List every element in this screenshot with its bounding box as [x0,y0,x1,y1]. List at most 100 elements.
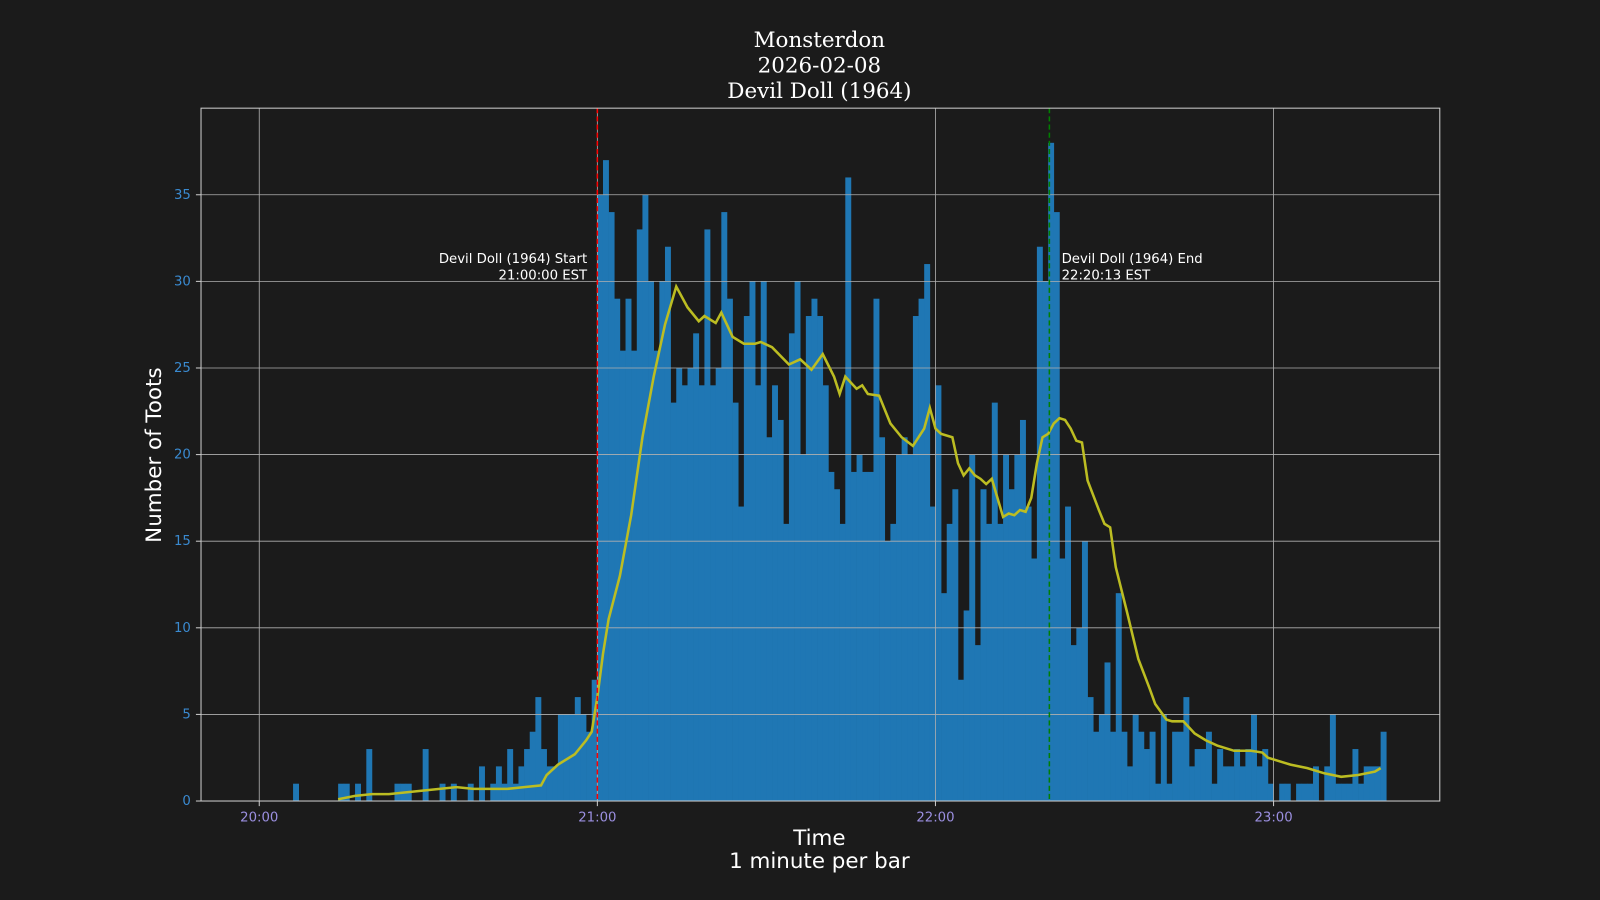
x-tick-label: 20:00 [240,810,278,825]
bar [873,298,880,802]
bar [557,714,564,802]
bar [884,541,891,802]
bar [1324,766,1331,802]
bar [805,316,812,802]
bar [743,316,750,802]
bar [862,471,869,802]
bar [1222,766,1229,802]
bar [929,506,936,802]
bar [1380,731,1387,802]
y-tick-label: 15 [174,534,191,549]
bar [1301,783,1308,802]
bar [1160,714,1167,802]
bar [614,298,621,802]
bar [783,523,790,802]
bar [1279,783,1286,802]
bar [715,367,722,802]
bar [580,714,587,802]
bar [828,471,835,802]
bar [721,212,728,802]
bar [366,749,373,802]
bar [1307,783,1314,802]
bar [541,749,547,802]
bar [777,419,784,802]
event-label: Devil Doll (1964) Start [439,252,587,267]
bar [1205,731,1212,802]
bar [941,593,948,802]
bar [946,523,953,802]
bar [867,471,874,802]
bar [681,385,688,802]
axes-frame [200,107,1441,802]
event-label: 22:20:13 EST [1062,269,1152,284]
bar [563,714,570,802]
bar [602,160,609,802]
bar [788,333,795,802]
bar [676,367,683,802]
bar [912,316,919,802]
bar [1166,783,1173,802]
bar [918,298,925,802]
moving-average-line [337,283,1382,801]
bar [495,766,502,802]
bar [693,333,700,802]
bar [1132,714,1139,802]
y-tick-label: 25 [174,361,191,376]
bar [738,506,745,802]
bar [1177,731,1184,802]
bar [1070,645,1077,802]
bar [766,437,773,802]
bar [963,610,970,802]
bar [687,367,694,802]
bar [422,749,429,802]
bar [1081,541,1088,802]
bar [1194,749,1201,802]
bar [1053,212,1060,802]
y-tick-label: 5 [182,707,190,722]
bar [1256,766,1263,802]
plot-area: 20:00 21:00 22:00 23:00 0 5 10 15 20 25 30 35 Devil … [174,107,1441,825]
bar [1245,749,1252,802]
bar [625,298,632,802]
bar [1239,766,1246,802]
bar [1358,783,1365,802]
y-tick-label: 10 [174,621,191,636]
bar [450,783,457,802]
bar [338,783,345,802]
bar [664,246,671,802]
bar [1087,697,1094,802]
bar [811,298,818,802]
bar [1189,766,1195,802]
bar [1036,246,1043,802]
bar [1296,783,1303,802]
bar [1025,506,1032,802]
bar [710,385,716,802]
bar [839,523,846,802]
bar [1234,749,1241,802]
chart-title: 2026-02-08 [758,53,881,78]
bar [591,679,598,802]
bar [1127,766,1133,802]
bar [755,385,762,802]
bar [1008,489,1015,802]
bar [1262,749,1269,802]
bar [845,177,852,802]
bar [1267,783,1274,802]
chart-title: Monsterdon [754,28,886,53]
bar [642,194,649,802]
bar [986,523,993,802]
bar [518,766,525,802]
bar [569,714,576,802]
bar [1363,766,1370,802]
bar [1138,731,1145,802]
x-axis-label: Time [792,826,845,851]
bar [1211,783,1218,802]
bar [636,229,643,802]
bar [1110,731,1117,802]
bar [1228,766,1235,802]
bar [1104,662,1111,802]
bar [586,731,593,802]
bar [772,385,778,802]
bar [343,783,350,802]
bar [952,489,959,802]
